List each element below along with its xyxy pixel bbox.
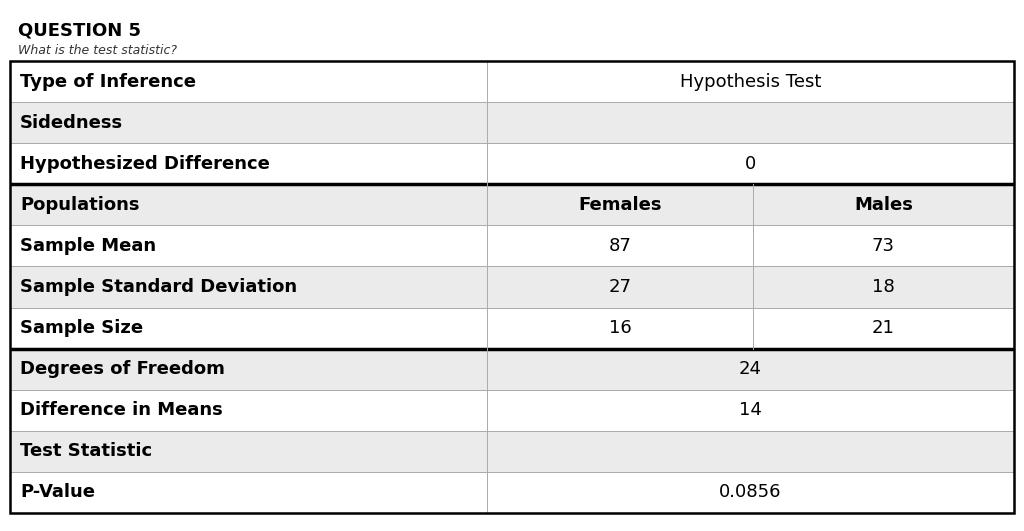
Text: Difference in Means: Difference in Means xyxy=(20,401,223,419)
Text: Populations: Populations xyxy=(20,196,139,214)
Text: P-Value: P-Value xyxy=(20,483,95,501)
Bar xyxy=(10,225,1014,267)
Bar xyxy=(10,390,1014,431)
Bar xyxy=(10,61,1014,102)
Text: Males: Males xyxy=(854,196,913,214)
Bar xyxy=(10,267,1014,307)
Text: Degrees of Freedom: Degrees of Freedom xyxy=(20,360,225,378)
Text: QUESTION 5: QUESTION 5 xyxy=(18,21,141,39)
Text: Hypothesis Test: Hypothesis Test xyxy=(680,73,821,91)
Text: 14: 14 xyxy=(739,401,762,419)
Text: Test Statistic: Test Statistic xyxy=(20,442,153,460)
Bar xyxy=(10,143,1014,184)
Text: Type of Inference: Type of Inference xyxy=(20,73,196,91)
Text: 0: 0 xyxy=(744,155,756,173)
Text: Females: Females xyxy=(579,196,662,214)
Bar xyxy=(10,307,1014,349)
Text: What is the test statistic?: What is the test statistic? xyxy=(18,44,177,57)
Text: Sample Standard Deviation: Sample Standard Deviation xyxy=(20,278,297,296)
Text: 21: 21 xyxy=(872,319,895,337)
Text: 16: 16 xyxy=(608,319,632,337)
Text: 27: 27 xyxy=(608,278,632,296)
Bar xyxy=(10,349,1014,390)
Text: 73: 73 xyxy=(872,237,895,255)
Text: Sample Size: Sample Size xyxy=(20,319,143,337)
Bar xyxy=(10,472,1014,513)
Text: 18: 18 xyxy=(872,278,895,296)
Text: Sidedness: Sidedness xyxy=(20,114,123,132)
Bar xyxy=(10,102,1014,143)
Text: Hypothesized Difference: Hypothesized Difference xyxy=(20,155,270,173)
Text: Sample Mean: Sample Mean xyxy=(20,237,156,255)
Bar xyxy=(10,184,1014,225)
Bar xyxy=(10,431,1014,472)
Text: 87: 87 xyxy=(608,237,632,255)
Text: 0.0856: 0.0856 xyxy=(719,483,781,501)
Text: 24: 24 xyxy=(739,360,762,378)
